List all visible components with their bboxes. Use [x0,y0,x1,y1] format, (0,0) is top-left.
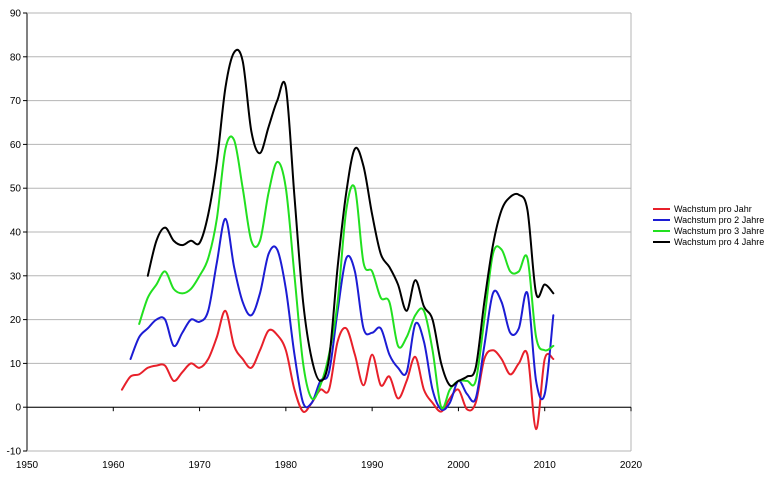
x-tick-labels: 1950 1960 1970 1980 1990 2000 2010 2020 [16,460,643,471]
legend-label-wachstum-pro-3-jahre: Wachstum pro 3 Jahre [674,226,764,236]
x-tick-label: 2000 [447,460,470,471]
y-tick-label: 20 [10,315,22,326]
grid-lines [27,12,631,452]
y-tick-labels: -10 0 10 20 30 40 50 60 70 80 90 [7,9,22,458]
x-tick-label: 1980 [275,460,298,471]
axes [23,12,632,452]
y-tick-label: 30 [10,271,22,282]
series-line-wachstum-pro-3-jahre [138,135,555,410]
series-lines [120,48,555,431]
y-tick-label: 70 [10,96,22,107]
x-tick-label: 1970 [188,460,211,471]
y-tick-label: 90 [10,9,22,20]
x-tick-label: 2020 [620,460,643,471]
x-tick-label: 1990 [361,460,384,471]
x-tick-label: 1960 [102,460,125,471]
y-tick-label: 10 [10,359,22,370]
y-tick-label: 40 [10,228,22,239]
series-line-wachstum-pro-4-jahre [146,48,555,388]
x-tick-label: 2010 [534,460,557,471]
legend-label-wachstum-pro-jahr: Wachstum pro Jahr [674,204,752,214]
series-line-wachstum-pro-jahr [120,309,555,431]
legend-label-wachstum-pro-2-jahre: Wachstum pro 2 Jahre [674,215,764,225]
y-tick-label: 50 [10,184,22,195]
y-tick-label: -10 [7,447,22,458]
series-line-wachstum-pro-2-jahre [129,217,555,411]
y-tick-label: 80 [10,52,22,63]
legend-label-wachstum-pro-4-jahre: Wachstum pro 4 Jahre [674,237,764,247]
y-tick-label: 60 [10,140,22,151]
x-tick-label: 1950 [16,460,39,471]
y-tick-label: 0 [15,403,21,414]
